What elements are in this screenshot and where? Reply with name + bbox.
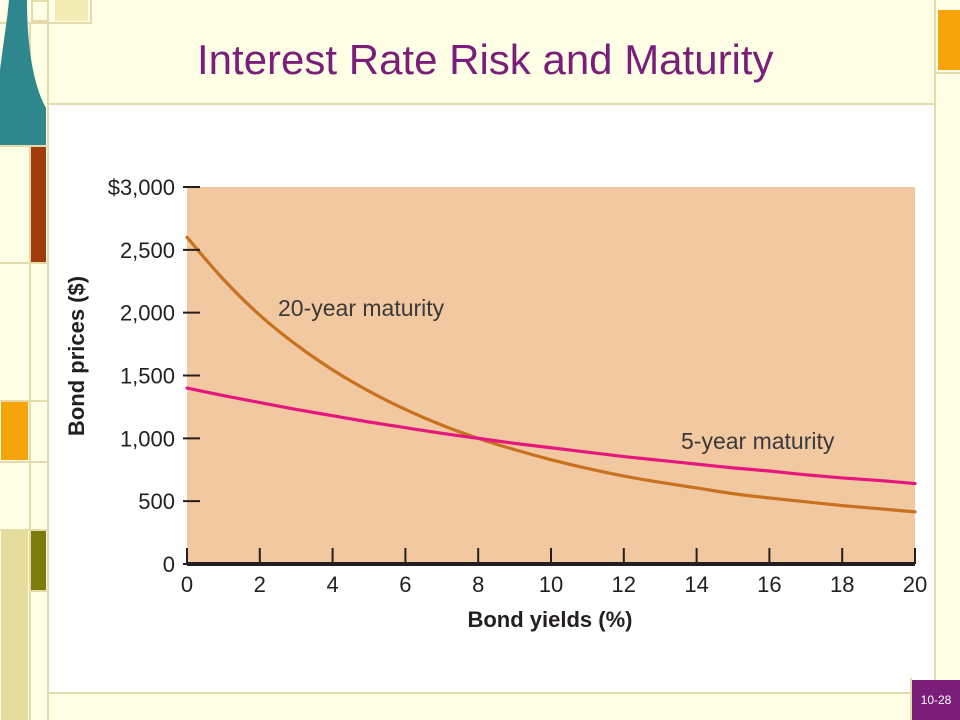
series-label-5-year: 5-year maturity	[681, 428, 835, 454]
decor-orange-block-right	[938, 10, 960, 70]
x-tick-label-20: 20	[903, 572, 927, 597]
frame-line	[90, 0, 92, 22]
x-tick-label-12: 12	[612, 572, 636, 597]
x-tick-label-10: 10	[539, 572, 563, 597]
frame-line	[0, 262, 48, 264]
x-tick-label-6: 6	[399, 572, 411, 597]
y-tick-label-500: 500	[138, 489, 175, 514]
y-tick-label-0: 0	[163, 552, 175, 577]
frame-line	[29, 590, 48, 592]
x-tick-label-8: 8	[472, 572, 484, 597]
series-line-20-year-maturity	[185, 235, 917, 514]
decor-pale-square	[55, 0, 88, 21]
frame-line	[0, 529, 48, 531]
x-tick-label-2: 2	[254, 572, 266, 597]
frame-line	[47, 692, 912, 694]
x-tick-label-18: 18	[830, 572, 854, 597]
y-axis-title: Bond prices ($)	[64, 276, 89, 436]
frame-line	[0, 22, 92, 24]
x-tick-label-16: 16	[757, 572, 781, 597]
series-label-20-year: 20-year maturity	[278, 295, 445, 321]
decor-rust-block	[31, 147, 46, 262]
slide-number: 10-28	[912, 680, 960, 720]
y-tick-label-2500: 2,500	[120, 238, 175, 263]
x-tick-label-14: 14	[684, 572, 708, 597]
x-axis-title: Bond yields (%)	[467, 607, 632, 632]
y-tick-label-3000: $3,000	[108, 175, 175, 200]
frame-line	[910, 678, 912, 720]
axes-layer: 0 2 4 6 8 10 12 14 16 18 20 0 500 1,000 1,500 2,000 2,50…	[108, 175, 928, 597]
frame-line	[29, 22, 31, 720]
decor-outlined-square	[31, 0, 49, 22]
x-tick-label-0: 0	[181, 572, 193, 597]
frame-line	[0, 461, 48, 463]
frame-line	[0, 145, 48, 147]
frame-line	[47, 0, 49, 720]
frame-line	[934, 72, 960, 74]
frame-line	[47, 103, 936, 105]
y-tick-label-1500: 1,500	[120, 364, 175, 389]
frame-line	[0, 400, 48, 402]
plot-area	[187, 187, 915, 564]
y-tick-label-1000: 1,000	[120, 426, 175, 451]
slide-title: Interest Rate Risk and Maturity	[197, 36, 774, 83]
decor-olive-block	[31, 531, 46, 590]
decor-orange-block-left	[1, 402, 28, 460]
series-line-5-year-maturity	[185, 386, 917, 486]
series-layer	[185, 235, 917, 514]
x-tick-label-4: 4	[326, 572, 338, 597]
frame-line	[934, 0, 936, 680]
decor-tan-block	[1, 531, 28, 720]
decor-teal-swoosh	[0, 0, 46, 145]
bond-price-chart: 0 2 4 6 8 10 12 14 16 18 20 0 500 1,000 1,500 2,000 2,50…	[64, 175, 928, 632]
y-tick-label-2000: 2,000	[120, 301, 175, 326]
